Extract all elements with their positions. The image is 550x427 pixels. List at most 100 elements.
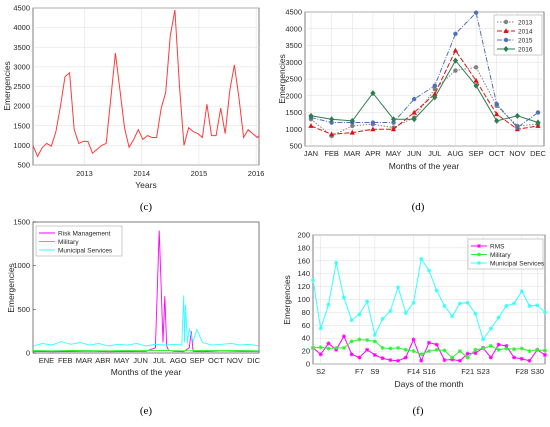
x-tick-label-c: 2015 — [191, 169, 208, 178]
y-tick-label-f: 160 — [297, 256, 310, 265]
legend-box-d — [493, 14, 543, 56]
data-point-d-2016 — [535, 119, 541, 126]
legend-marker-f — [477, 252, 481, 257]
data-point-f — [496, 342, 501, 347]
data-point-f — [434, 288, 439, 293]
legend-label-f: Military — [490, 252, 511, 259]
data-point-f — [488, 326, 493, 331]
data-point-f — [380, 356, 385, 361]
y-tick-label-c: 3000 — [13, 62, 30, 71]
x-tick-label-d: JUL — [428, 149, 441, 158]
data-point-d-2016 — [390, 116, 397, 123]
data-point-d-2016 — [308, 112, 314, 119]
data-point-f — [311, 345, 315, 350]
data-point-f — [357, 355, 362, 360]
data-point-f — [434, 342, 439, 347]
data-point-f — [427, 268, 431, 273]
data-point-f — [349, 339, 354, 344]
data-point-f — [380, 345, 385, 350]
y-tick-label-c: 2500 — [13, 82, 30, 91]
data-point-f — [403, 347, 408, 352]
y-tick-label-e: 1000 — [13, 261, 30, 270]
y-tick-label-c: 1500 — [13, 121, 30, 130]
data-point-f — [527, 349, 532, 354]
series-line-d-2014 — [310, 49, 539, 135]
panel-d: 500 1000 1500 2000 2500 3000 3500 4000 4500 JAN FE… — [277, 8, 546, 214]
legend-label-d: 2015 — [518, 38, 533, 45]
data-point-f — [411, 300, 416, 305]
data-point-d-2014 — [370, 126, 376, 132]
data-point-f — [543, 352, 547, 357]
data-point-f — [427, 340, 431, 345]
data-point-f — [481, 337, 486, 342]
data-point-f — [349, 352, 354, 357]
data-point-d-2016 — [514, 112, 520, 119]
y-tick-label-d: 2500 — [285, 75, 302, 84]
series-line-d-2015 — [310, 11, 539, 129]
data-point-f — [465, 300, 470, 305]
data-point-f — [334, 345, 339, 350]
y-tick-label-f: 200 — [297, 231, 310, 240]
data-point-f — [442, 348, 447, 353]
data-point-d-2016 — [494, 117, 500, 124]
x-tick-label-d: JAN — [304, 149, 318, 158]
data-point-f — [349, 318, 354, 323]
y-tick-label-e: 0 — [26, 349, 30, 358]
data-point-d-2013 — [432, 86, 438, 92]
legend-label-d: 2014 — [518, 29, 533, 36]
legend-label-f: Municipal Services — [490, 261, 545, 268]
legend-marker-d — [503, 28, 509, 33]
data-point-f — [396, 345, 401, 350]
data-point-f — [512, 347, 517, 352]
data-point-f — [388, 346, 393, 351]
data-point-f — [519, 346, 524, 351]
legend-marker-f — [477, 261, 481, 265]
data-point-f — [419, 352, 424, 357]
data-point-f — [457, 358, 462, 363]
data-point-d-2013 — [473, 65, 479, 70]
data-point-f — [527, 303, 532, 308]
caption-c: (c) — [140, 201, 153, 213]
x-tick-label-e: OCT — [208, 356, 224, 365]
data-point-f — [473, 351, 478, 356]
y-tick-label-d: 2000 — [285, 91, 302, 100]
data-point-f — [334, 260, 339, 265]
data-point-f — [341, 295, 346, 300]
y-tick-label-f: 80 — [302, 308, 310, 317]
data-point-f — [457, 301, 462, 306]
data-point-f — [326, 346, 331, 351]
y-tick-label-c: 2000 — [13, 102, 30, 111]
legend-d: 2013 2014 2015 2016 — [493, 14, 543, 56]
data-point-f — [318, 345, 323, 350]
y-tick-label-f: 0 — [306, 360, 310, 369]
ticks-c: 500 1000 1500 2000 2500 3000 3500 4000 4500 2013 2… — [13, 4, 264, 179]
data-point-f — [457, 349, 462, 354]
y-tick-label-c: 4000 — [13, 23, 30, 32]
data-point-f — [341, 334, 346, 339]
data-point-f — [372, 332, 377, 337]
data-point-d-2016 — [473, 82, 479, 89]
data-point-f — [388, 358, 393, 363]
data-point-d-2016 — [349, 117, 355, 124]
data-point-f — [318, 326, 323, 331]
data-point-d-2015 — [370, 120, 376, 125]
data-point-f — [318, 352, 323, 357]
legend-marker-d — [503, 46, 509, 52]
x-tick-label-e: MAY — [114, 356, 130, 365]
data-point-d-2016 — [452, 57, 459, 64]
x-tick-label-e: FEB — [58, 356, 73, 365]
marks-e — [32, 230, 260, 353]
x-tick-label-c: 2013 — [76, 169, 93, 178]
x-tick-label-e: SEP — [190, 356, 205, 365]
x-tick-label-f: S9 — [370, 367, 379, 376]
x-tick-label-e: DIC — [247, 356, 261, 365]
x-tick-label-e: ABR — [95, 356, 111, 365]
x-tick-label-c: 2016 — [248, 169, 265, 178]
y-tick-label-e: 500 — [17, 305, 30, 314]
y-tick-label-d: 3500 — [285, 41, 302, 50]
data-point-f — [427, 349, 431, 354]
series-line-d-2013 — [310, 66, 539, 137]
data-point-f — [481, 346, 486, 351]
